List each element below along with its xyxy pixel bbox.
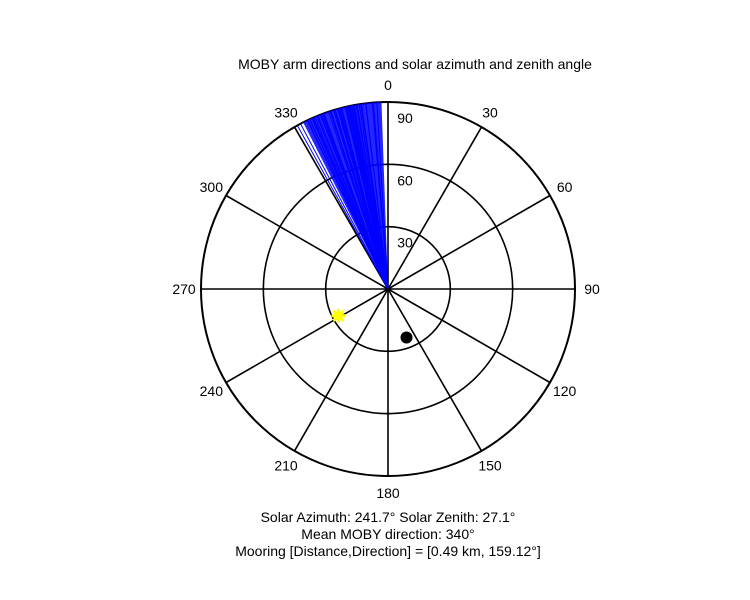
angle-tick-60: 60 — [557, 179, 573, 195]
annotation-solar: Solar Azimuth: 241.7° Solar Zenith: 27.1… — [261, 509, 516, 525]
angle-tick-0: 0 — [384, 77, 392, 93]
spoke-60 — [387, 194, 551, 290]
chart-title: MOBY arm directions and solar azimuth an… — [238, 56, 592, 72]
spoke-300 — [225, 194, 389, 290]
angle-tick-120: 120 — [553, 383, 577, 399]
solar-marker-core — [334, 311, 343, 320]
radial-tick-60: 60 — [397, 172, 413, 188]
spoke-210 — [293, 288, 389, 452]
angle-tick-270: 270 — [172, 281, 196, 297]
angle-tick-150: 150 — [478, 458, 502, 474]
angle-tick-180: 180 — [376, 485, 400, 501]
solar-marker — [331, 308, 346, 323]
polar-grid — [200, 101, 576, 477]
arm-direction-line — [296, 125, 389, 290]
annotation-mooring: Mooring [Distance,Direction] = [0.49 km,… — [235, 543, 541, 559]
moby-arm-directions — [296, 102, 389, 290]
spoke-150 — [387, 288, 483, 452]
spoke-330 — [293, 126, 389, 290]
angle-tick-90: 90 — [584, 281, 600, 297]
annotation-moby: Mean MOBY direction: 340° — [301, 526, 474, 542]
markers — [331, 308, 413, 344]
angle-tick-210: 210 — [274, 458, 298, 474]
spoke-240 — [225, 288, 389, 384]
angle-tick-300: 300 — [200, 179, 224, 195]
radial-tick-90: 90 — [397, 110, 413, 126]
angle-tick-330: 330 — [274, 104, 298, 120]
angle-tick-240: 240 — [200, 383, 224, 399]
radial-tick-30: 30 — [397, 235, 413, 251]
tick-labels: 0 30 60 90 120 150 180 210 240 270 300 330 30 60 90 — [172, 77, 600, 501]
mooring-marker — [400, 331, 413, 344]
arm-direction-line — [300, 123, 389, 290]
angle-tick-30: 30 — [482, 104, 498, 120]
arm-direction-wedge — [303, 102, 388, 289]
spoke-120 — [387, 288, 551, 384]
spoke-30 — [387, 126, 483, 290]
